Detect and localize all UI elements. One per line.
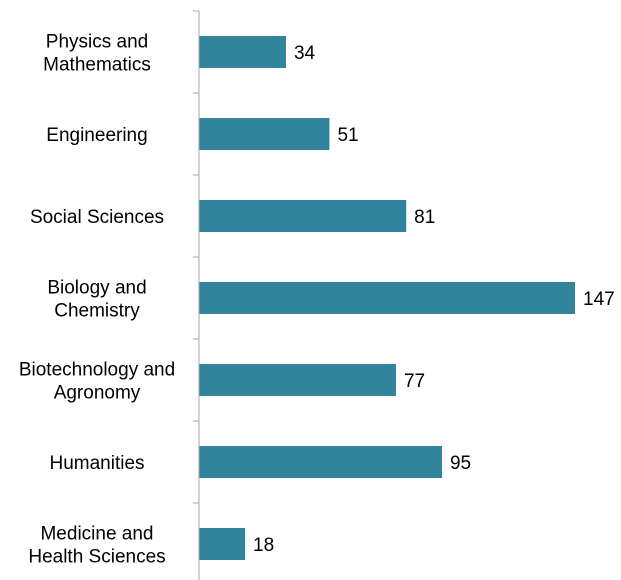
axis-ticks: [193, 10, 199, 504]
category-label-line: Humanities: [49, 453, 144, 474]
category-label: Engineering: [46, 125, 147, 146]
bar: [199, 364, 396, 396]
bar: [199, 282, 575, 314]
category-label-line: Medicine and: [40, 524, 153, 545]
bar: [199, 528, 246, 560]
category-label-line: Physics and: [46, 32, 148, 53]
category-label-line: Engineering: [46, 125, 147, 146]
value-label: 51: [337, 125, 358, 146]
category-labels: Physics and Mathematics Engineering Social …: [19, 32, 175, 568]
value-label: 147: [583, 289, 615, 310]
value-label: 18: [253, 535, 274, 556]
category-label-line: Chemistry: [54, 301, 140, 322]
bar: [199, 36, 286, 68]
category-label: Physics and Mathematics: [43, 32, 151, 76]
value-label: 81: [414, 207, 435, 228]
category-label-line: Biology and: [47, 278, 146, 299]
bars-group: [199, 36, 575, 560]
bar: [199, 200, 407, 232]
category-label: Humanities: [49, 453, 144, 474]
value-label: 34: [294, 43, 316, 64]
category-label-line: Biotechnology and: [19, 360, 175, 381]
category-label-line: Mathematics: [43, 55, 151, 76]
bar: [199, 446, 442, 478]
category-label: Medicine and Health Sciences: [28, 524, 165, 568]
category-label-line: Agronomy: [54, 383, 141, 404]
category-label: Biology and Chemistry: [47, 278, 146, 322]
value-label: 95: [450, 453, 471, 474]
bar: [199, 118, 330, 150]
category-label: Biotechnology and Agronomy: [19, 360, 175, 404]
category-label-line: Social Sciences: [30, 207, 164, 228]
category-label: Social Sciences: [30, 207, 164, 228]
value-label: 77: [404, 371, 425, 392]
value-labels: 34 51 81 147 77 95 18: [253, 43, 615, 556]
category-label-line: Health Sciences: [28, 547, 165, 568]
